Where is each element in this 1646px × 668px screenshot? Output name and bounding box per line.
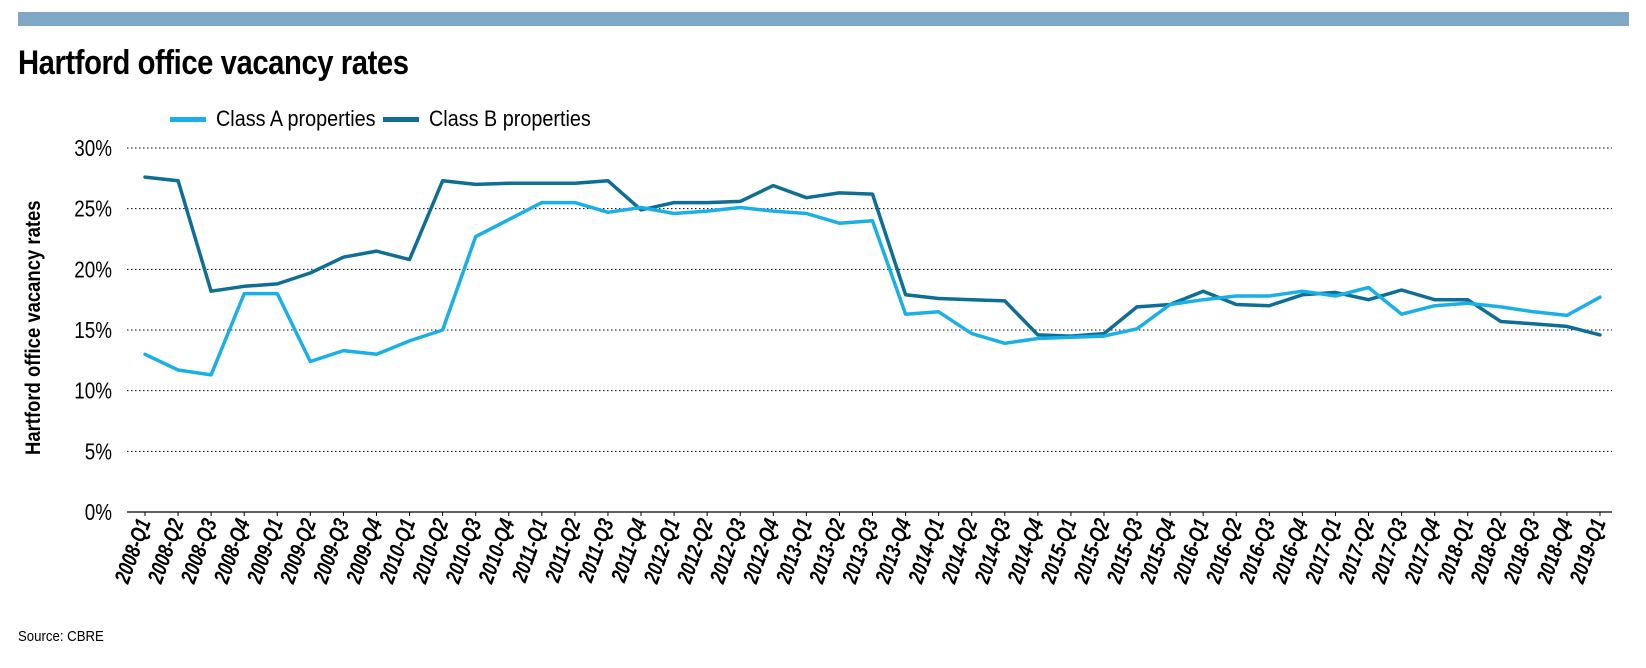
y-tick-label: 0% <box>85 500 112 525</box>
series-line-class-b <box>143 175 1602 338</box>
y-tick-label: 5% <box>85 440 112 465</box>
series-line-class-a <box>143 200 1602 377</box>
y-axis: 0% 5% 10% 15% 20% 25% 30% <box>74 136 112 525</box>
top-accent-bar <box>18 12 1629 26</box>
legend-swatch-class-a <box>170 116 206 122</box>
legend-item-class-b: Class B properties <box>383 106 609 132</box>
y-tick-label: 25% <box>74 197 112 222</box>
series-lines <box>143 175 1602 377</box>
legend-item-class-a: Class A properties <box>170 106 393 132</box>
y-axis-label: Hartford office vacancy rates <box>22 200 45 455</box>
legend-swatch-class-b <box>383 116 419 122</box>
y-tick-label: 15% <box>74 318 112 343</box>
y-tick-label: 30% <box>74 136 112 161</box>
source-note: Source: CBRE <box>18 628 104 645</box>
x-axis: 2008-Q12008-Q22008-Q32008-Q42009-Q12009-… <box>110 511 1612 587</box>
chart-title: Hartford office vacancy rates <box>18 44 409 82</box>
legend-label-class-b: Class B properties <box>429 106 591 131</box>
y-tick-label: 10% <box>74 379 112 404</box>
legend-label-class-a: Class A properties <box>216 106 376 131</box>
y-tick-label: 20% <box>74 258 112 283</box>
